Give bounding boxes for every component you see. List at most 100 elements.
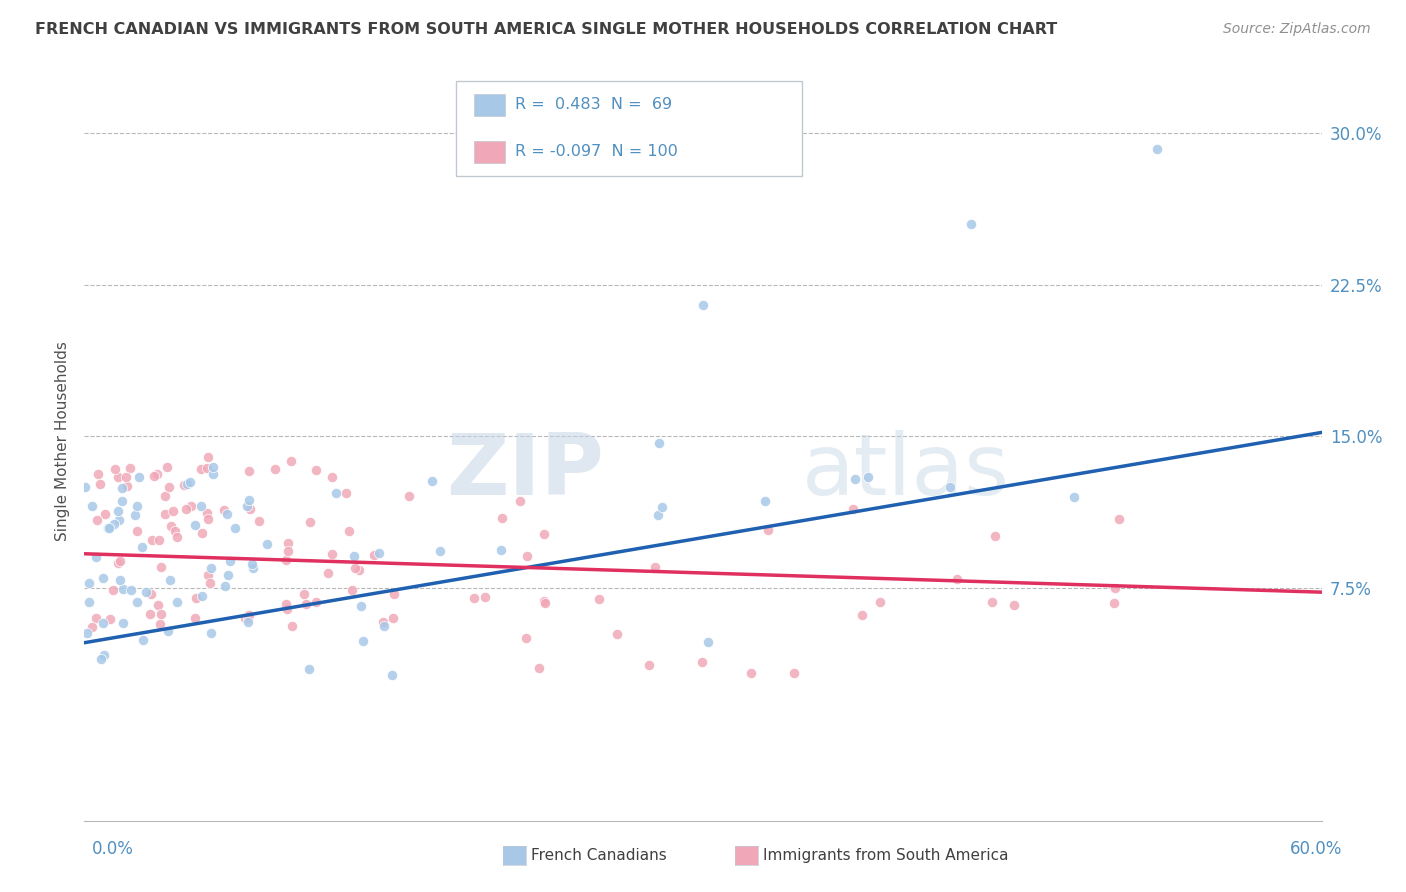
Point: [214, 579, 236, 593]
Point: [145, 467, 167, 481]
Point: [509, 493, 531, 508]
Point: [75, 480, 97, 494]
Point: [224, 521, 246, 535]
Point: [236, 499, 259, 513]
Point: [162, 504, 184, 518]
Point: [276, 553, 298, 567]
Bar: [474, 141, 505, 162]
Point: [644, 559, 666, 574]
Point: [157, 480, 180, 494]
Point: [125, 524, 148, 538]
Text: 60.0%: 60.0%: [1291, 840, 1343, 858]
Point: [190, 461, 212, 475]
Point: [236, 615, 259, 630]
Point: [343, 549, 366, 564]
Point: [299, 515, 322, 529]
Point: [111, 582, 134, 596]
Point: [107, 504, 129, 518]
Point: [91, 571, 114, 585]
Point: [198, 576, 221, 591]
Point: [349, 563, 371, 577]
Point: [420, 475, 443, 489]
Point: [238, 493, 260, 508]
Point: [125, 499, 148, 513]
Point: [159, 573, 181, 587]
Point: [463, 591, 485, 605]
Point: [190, 499, 212, 513]
Point: [527, 661, 550, 675]
Point: [1146, 142, 1168, 156]
Text: atlas: atlas: [801, 430, 1010, 514]
Text: French Canadians: French Canadians: [531, 848, 668, 863]
Point: [150, 607, 173, 621]
Point: [373, 619, 395, 633]
Point: [281, 619, 304, 633]
Point: [337, 524, 360, 539]
Point: [647, 508, 669, 522]
Point: [398, 489, 420, 503]
Point: [277, 544, 299, 558]
Point: [166, 595, 188, 609]
Text: FRENCH CANADIAN VS IMMIGRANTS FROM SOUTH AMERICA SINGLE MOTHER HOUSEHOLDS CORREL: FRENCH CANADIAN VS IMMIGRANTS FROM SOUTH…: [35, 22, 1057, 37]
Point: [1063, 490, 1085, 504]
Point: [869, 595, 891, 609]
Point: [202, 467, 225, 481]
Point: [131, 541, 153, 555]
Point: [648, 435, 671, 450]
Point: [305, 595, 328, 609]
Point: [84, 550, 107, 565]
Point: [195, 506, 218, 520]
Point: [110, 573, 132, 587]
Point: [98, 521, 121, 535]
Point: [321, 470, 343, 484]
Point: [149, 617, 172, 632]
Point: [125, 594, 148, 608]
Point: [179, 475, 201, 489]
Point: [173, 478, 195, 492]
Point: [200, 560, 222, 574]
Point: [1102, 596, 1125, 610]
Point: [754, 494, 776, 508]
Point: [371, 615, 394, 629]
Text: R =  0.483  N =  69: R = 0.483 N = 69: [515, 97, 672, 112]
Point: [111, 481, 134, 495]
Text: Source: ZipAtlas.com: Source: ZipAtlas.com: [1223, 22, 1371, 37]
Point: [184, 591, 207, 605]
Point: [128, 470, 150, 484]
Text: 0.0%: 0.0%: [91, 840, 134, 858]
Point: [381, 668, 404, 682]
Point: [157, 624, 180, 638]
Point: [111, 615, 134, 630]
Point: [86, 513, 108, 527]
Text: Immigrants from South America: Immigrants from South America: [763, 848, 1010, 863]
Point: [474, 591, 496, 605]
Point: [103, 516, 125, 531]
Point: [429, 544, 451, 558]
Point: [1108, 512, 1130, 526]
Point: [90, 651, 112, 665]
Point: [842, 501, 865, 516]
Point: [142, 469, 165, 483]
Point: [159, 519, 181, 533]
Point: [534, 596, 557, 610]
Point: [148, 598, 170, 612]
Point: [80, 620, 103, 634]
Point: [325, 485, 347, 500]
Point: [851, 607, 873, 622]
Y-axis label: Single Mother Households: Single Mother Households: [55, 342, 70, 541]
Point: [202, 459, 225, 474]
Point: [148, 533, 170, 548]
Point: [606, 627, 628, 641]
Point: [197, 450, 219, 464]
Point: [960, 217, 983, 231]
Point: [239, 501, 262, 516]
Point: [120, 582, 142, 597]
Point: [132, 632, 155, 647]
Point: [756, 523, 779, 537]
Point: [184, 518, 207, 533]
Point: [153, 507, 176, 521]
Point: [740, 666, 762, 681]
Point: [367, 546, 389, 560]
Point: [180, 499, 202, 513]
Point: [274, 597, 297, 611]
